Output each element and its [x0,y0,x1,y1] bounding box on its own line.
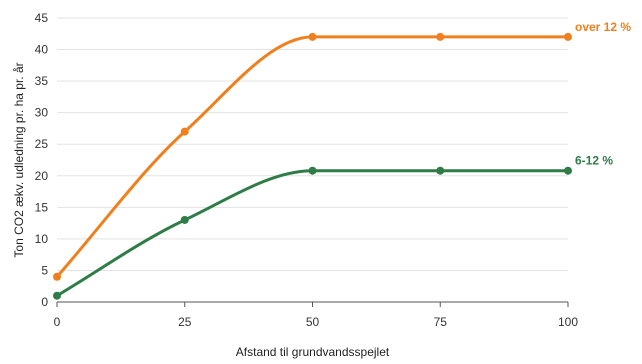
y-tick-label: 25 [35,137,49,151]
data-point-over-12 [564,32,572,41]
data-point-6-12 [180,215,189,224]
x-tick-label: 100 [558,315,578,329]
series-group: over 12 % 6-12 % [53,20,631,300]
series-line-over-12 [55,35,570,279]
y-tick-label: 35 [35,74,49,88]
series-label-over-12: over 12 % [575,20,631,34]
series-label-6-12: 6-12 % [575,154,613,168]
data-point-6-12 [53,291,61,300]
y-axis-title: Ton CO2 ækv. udledning pr. ha pr. år [12,62,26,257]
y-tick-label: 20 [35,169,49,183]
y-tick-label: 15 [35,200,49,214]
x-tick-labels: 0 25 50 75 100 [54,315,579,329]
x-tick-label: 50 [306,315,320,329]
x-tick-label: 75 [434,315,448,329]
data-point-over-12 [53,272,61,281]
x-tick-label: 0 [54,315,61,329]
axes [56,301,569,307]
data-point-over-12 [308,32,317,41]
y-tick-labels: 0 5 10 15 20 25 30 35 40 45 [35,11,49,309]
y-tick-label: 30 [35,106,49,120]
data-point-6-12 [308,166,317,175]
y-tick-label: 10 [35,232,49,246]
x-tick-label: 25 [178,315,192,329]
data-point-6-12 [436,166,445,175]
x-axis-title: Afstand til grundvandsspejlet [236,345,390,359]
y-tick-label: 0 [41,295,48,309]
y-tick-label: 5 [41,263,48,277]
data-point-over-12 [180,127,189,136]
data-point-6-12 [564,166,572,175]
series-line-6-12 [55,169,570,298]
y-tick-label: 40 [35,43,49,57]
y-tick-label: 45 [35,11,49,25]
grid [57,17,568,271]
data-point-over-12 [436,32,445,41]
